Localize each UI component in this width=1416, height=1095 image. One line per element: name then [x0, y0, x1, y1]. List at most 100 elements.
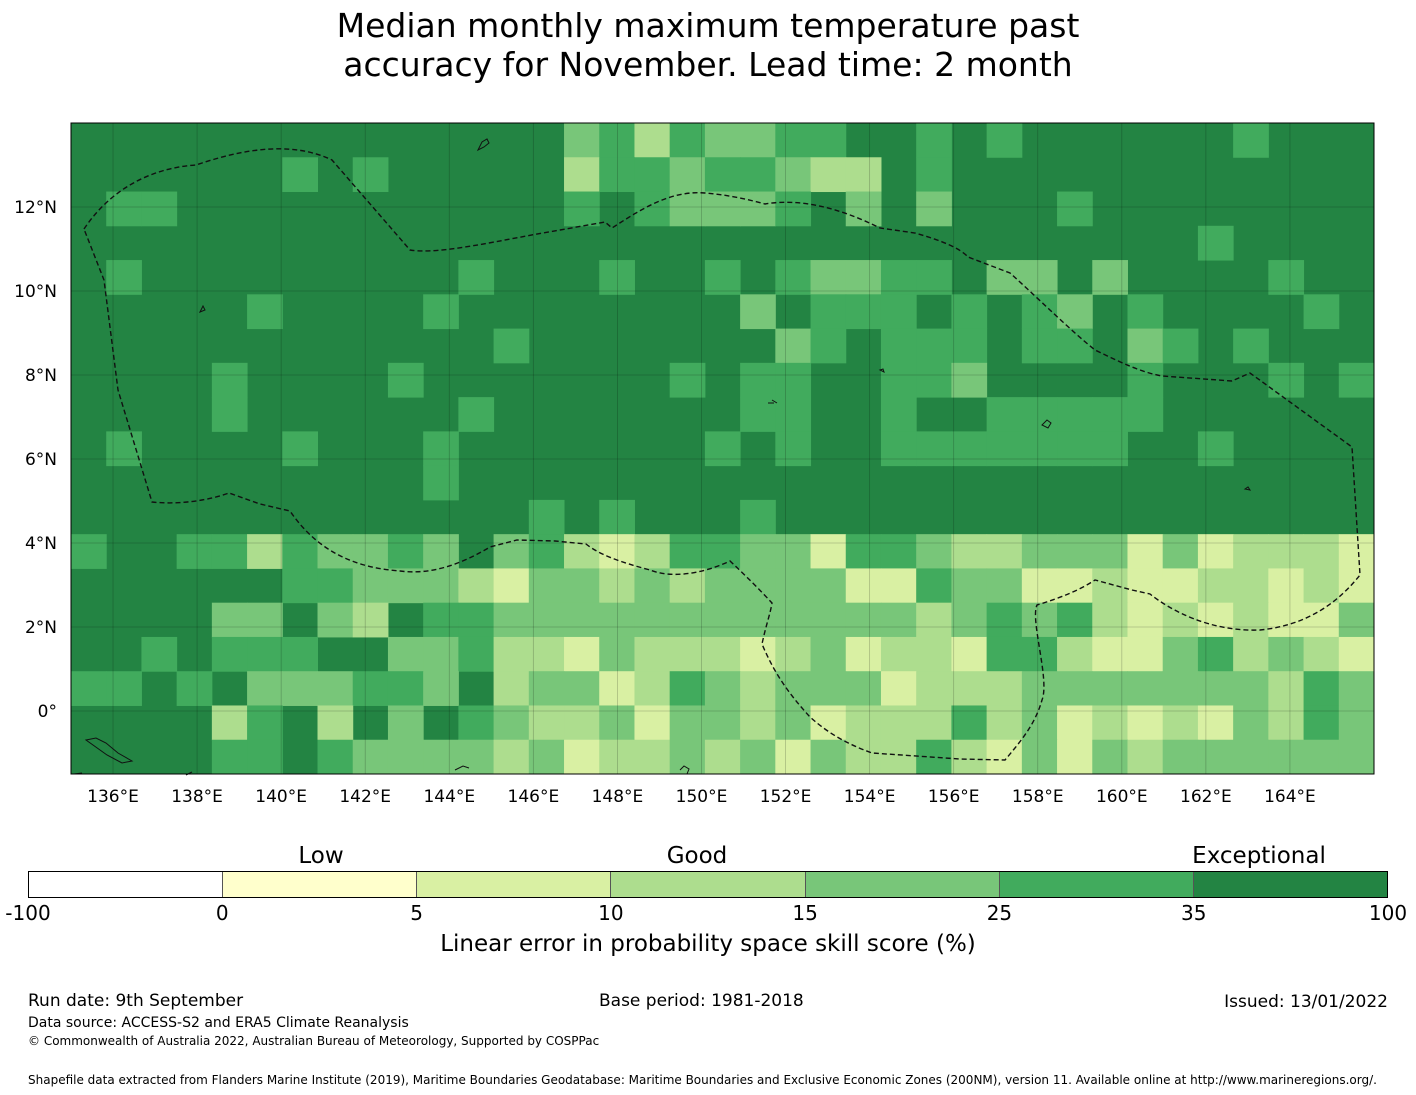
skill-cell: [669, 123, 706, 158]
skill-cell: [423, 636, 459, 672]
skill-cell: [775, 636, 812, 672]
skill-cell: [1127, 739, 1164, 775]
skill-cell: [810, 123, 847, 158]
skill-cell: [1092, 260, 1128, 295]
skill-cell: [1127, 328, 1164, 364]
eez-boundary: [83, 148, 1361, 761]
skill-cell: [352, 568, 389, 604]
skill-cell: [1127, 568, 1164, 604]
skill-cell: [282, 157, 319, 193]
skill-cell: [951, 739, 988, 775]
skill-cell: [951, 362, 988, 398]
skill-cell: [880, 328, 917, 364]
skill-cell: [387, 739, 424, 775]
colorbar-tick-label: 100: [1368, 901, 1408, 925]
skill-cell: [352, 739, 389, 775]
skill-cell: [317, 739, 354, 775]
skill-cell: [1021, 328, 1058, 364]
skill-cell: [986, 671, 1023, 706]
skill-cell: [458, 739, 495, 775]
skill-cell: [986, 705, 1023, 741]
skill-cell: [1338, 362, 1375, 398]
skill-cell: [634, 636, 671, 672]
skill-cell: [1233, 328, 1269, 364]
skill-cell: [176, 671, 213, 706]
skill-cell: [704, 534, 741, 569]
skill-cell: [740, 123, 776, 158]
skill-cell: [1162, 705, 1199, 741]
skill-cell: [704, 123, 741, 158]
skill-cell: [740, 362, 776, 398]
skill-cell: [951, 602, 988, 638]
skill-cell: [528, 671, 565, 706]
lat-tick-label: 4°N: [25, 534, 57, 554]
skill-cell: [352, 534, 389, 569]
skill-cell: [1338, 671, 1375, 706]
skill-cell: [387, 636, 424, 672]
skill-cell: [634, 705, 671, 741]
colorbar-segment: [611, 872, 806, 897]
skill-cell: [564, 602, 600, 638]
skill-cell: [880, 260, 917, 295]
skill-cell: [317, 671, 354, 706]
skill-cell: [387, 568, 424, 604]
skill-cell: [1268, 534, 1305, 569]
skill-cell: [564, 568, 600, 604]
skill-cell: [1303, 636, 1340, 672]
category-low: Low: [298, 843, 344, 869]
skill-cell: [740, 294, 776, 330]
skill-cell: [282, 636, 319, 672]
skill-cell: [1268, 568, 1305, 604]
skill-cell: [493, 739, 530, 775]
skill-cell: [916, 636, 952, 672]
skill-cell: [1197, 671, 1234, 706]
skill-cell: [845, 636, 882, 672]
colorbar-segment: [417, 872, 612, 897]
skill-cell: [176, 534, 213, 569]
skill-cell: [916, 534, 952, 569]
data-source: Data source: ACCESS-S2 and ERA5 Climate …: [28, 1015, 409, 1031]
skill-cell: [282, 431, 319, 467]
skill-cell: [1021, 397, 1058, 432]
skill-cell: [1092, 705, 1128, 741]
skill-cell: [564, 191, 600, 227]
skill-cell: [528, 705, 565, 741]
copyright: © Commonwealth of Australia 2022, Austra…: [28, 1034, 600, 1048]
skill-cell: [493, 705, 530, 741]
skill-cell: [1021, 568, 1058, 604]
skill-cell: [423, 602, 459, 638]
skill-cell: [810, 260, 847, 295]
skill-cell: [599, 123, 635, 158]
skill-cell: [247, 705, 283, 741]
skill-cell: [599, 602, 635, 638]
skill-cell: [634, 739, 671, 775]
skill-cell: [775, 705, 812, 741]
skill-cell: [1057, 328, 1093, 364]
skill-cell: [1233, 671, 1269, 706]
skill-cell: [247, 602, 283, 638]
skill-cell: [1021, 636, 1058, 672]
skill-cell: [599, 499, 635, 535]
skill-cell: [423, 465, 459, 501]
colorbar-tick-label: 5: [410, 901, 423, 925]
skill-cell: [247, 739, 283, 775]
skill-cell: [282, 671, 319, 706]
skill-cell: [1021, 602, 1058, 638]
skill-cell: [599, 568, 635, 604]
lon-tick-label: 144°E: [423, 787, 475, 807]
skill-cell: [986, 397, 1023, 432]
skill-cell: [1197, 431, 1234, 467]
skill-cell: [1057, 191, 1093, 227]
skill-cell: [810, 328, 847, 364]
skill-cell: [880, 671, 917, 706]
skill-cell: [986, 123, 1023, 158]
skill-cell: [1303, 294, 1340, 330]
skill-cell: [493, 602, 530, 638]
skill-cell: [845, 534, 882, 569]
longitude-labels: 136°E 138°E 140°E 142°E 144°E 146°E 148°E 150°E…: [87, 787, 1316, 807]
skill-cell: [211, 602, 248, 638]
skill-cell: [775, 123, 812, 158]
skill-cell: [1127, 362, 1164, 398]
skill-cell: [740, 499, 776, 535]
skill-cell: [1057, 705, 1093, 741]
